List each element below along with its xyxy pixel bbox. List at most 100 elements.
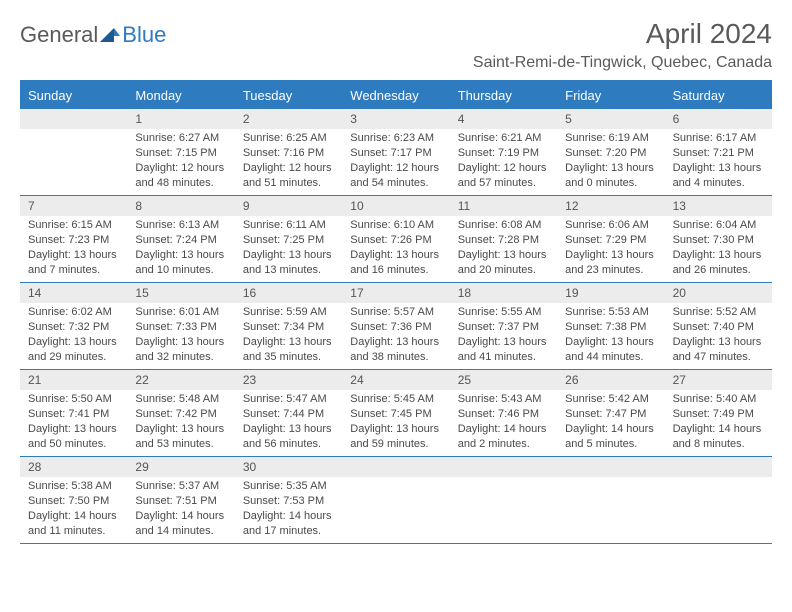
day-body: Sunrise: 6:13 AMSunset: 7:24 PMDaylight:… bbox=[127, 216, 234, 281]
day-header-sat: Saturday bbox=[665, 82, 772, 109]
day-cell: 17 Sunrise: 5:57 AMSunset: 7:36 PMDayligh… bbox=[342, 283, 449, 369]
day-number: 30 bbox=[235, 457, 342, 477]
daylight-text: Daylight: 13 hours and 41 minutes. bbox=[458, 335, 549, 365]
location-text: Saint-Remi-de-Tingwick, Quebec, Canada bbox=[473, 54, 772, 72]
sunrise-text: Sunrise: 5:43 AM bbox=[458, 392, 549, 407]
day-cell: 30Sunrise: 5:35 AMSunset: 7:53 PMDayligh… bbox=[235, 457, 342, 543]
day-number: 22 bbox=[127, 370, 234, 390]
sunset-text: Sunset: 7:17 PM bbox=[350, 146, 441, 161]
sunrise-text: Sunrise: 6:15 AM bbox=[28, 218, 119, 233]
sunrise-text: Sunrise: 6:25 AM bbox=[243, 131, 334, 146]
day-cell: 9Sunrise: 6:11 AMSunset: 7:25 PMDaylight… bbox=[235, 196, 342, 282]
sunset-text: Sunset: 7:30 PM bbox=[673, 233, 764, 248]
sunrise-text: Sunrise: 6:13 AM bbox=[135, 218, 226, 233]
sunrise-text: Sunrise: 5:35 AM bbox=[243, 479, 334, 494]
sunset-text: Sunset: 7:34 PM bbox=[243, 320, 334, 335]
sunrise-text: Sunrise: 5:57 AM bbox=[350, 305, 441, 320]
sunset-text: Sunset: 7:15 PM bbox=[135, 146, 226, 161]
day-cell: 26Sunrise: 5:42 AMSunset: 7:47 PMDayligh… bbox=[557, 370, 664, 456]
day-number: 18 bbox=[450, 283, 557, 303]
daylight-text: Daylight: 14 hours and 14 minutes. bbox=[135, 509, 226, 539]
day-number: 15 bbox=[127, 283, 234, 303]
calendar-page: General Blue April 2024 Saint-Remi-de-Ti… bbox=[0, 0, 792, 544]
daylight-text: Daylight: 13 hours and 26 minutes. bbox=[673, 248, 764, 278]
sunrise-text: Sunrise: 6:21 AM bbox=[458, 131, 549, 146]
day-cell: 21Sunrise: 5:50 AMSunset: 7:41 PMDayligh… bbox=[20, 370, 127, 456]
day-cell: 23Sunrise: 5:47 AMSunset: 7:44 PMDayligh… bbox=[235, 370, 342, 456]
day-body: Sunrise: 6:06 AMSunset: 7:29 PMDaylight:… bbox=[557, 216, 664, 281]
day-number: 28 bbox=[20, 457, 127, 477]
sunrise-text: Sunrise: 6:06 AM bbox=[565, 218, 656, 233]
sunrise-text: Sunrise: 5:40 AM bbox=[673, 392, 764, 407]
day-cell: 8Sunrise: 6:13 AMSunset: 7:24 PMDaylight… bbox=[127, 196, 234, 282]
day-body: Sunrise: 5:38 AMSunset: 7:50 PMDaylight:… bbox=[20, 477, 127, 542]
day-header-mon: Monday bbox=[127, 82, 234, 109]
sunrise-text: Sunrise: 5:47 AM bbox=[243, 392, 334, 407]
sunrise-text: Sunrise: 5:48 AM bbox=[135, 392, 226, 407]
sunset-text: Sunset: 7:50 PM bbox=[28, 494, 119, 509]
day-number: 4 bbox=[450, 109, 557, 129]
day-body: Sunrise: 5:35 AMSunset: 7:53 PMDaylight:… bbox=[235, 477, 342, 542]
weeks-container: 1Sunrise: 6:27 AMSunset: 7:15 PMDaylight… bbox=[20, 109, 772, 544]
day-cell bbox=[450, 457, 557, 543]
day-number-empty bbox=[665, 457, 772, 477]
day-body: Sunrise: 6:02 AMSunset: 7:32 PMDaylight:… bbox=[20, 303, 127, 368]
daylight-text: Daylight: 14 hours and 11 minutes. bbox=[28, 509, 119, 539]
day-cell: 10Sunrise: 6:10 AMSunset: 7:26 PMDayligh… bbox=[342, 196, 449, 282]
day-number: 17 bbox=[342, 283, 449, 303]
sunset-text: Sunset: 7:23 PM bbox=[28, 233, 119, 248]
day-number: 27 bbox=[665, 370, 772, 390]
sunset-text: Sunset: 7:36 PM bbox=[350, 320, 441, 335]
daylight-text: Daylight: 13 hours and 16 minutes. bbox=[350, 248, 441, 278]
sunset-text: Sunset: 7:41 PM bbox=[28, 407, 119, 422]
daylight-text: Daylight: 12 hours and 48 minutes. bbox=[135, 161, 226, 191]
day-cell: 7Sunrise: 6:15 AMSunset: 7:23 PMDaylight… bbox=[20, 196, 127, 282]
week-row: 1Sunrise: 6:27 AMSunset: 7:15 PMDaylight… bbox=[20, 109, 772, 196]
day-body: Sunrise: 5:47 AMSunset: 7:44 PMDaylight:… bbox=[235, 390, 342, 455]
day-cell: 11Sunrise: 6:08 AMSunset: 7:28 PMDayligh… bbox=[450, 196, 557, 282]
day-body: Sunrise: 5:48 AMSunset: 7:42 PMDaylight:… bbox=[127, 390, 234, 455]
daylight-text: Daylight: 12 hours and 51 minutes. bbox=[243, 161, 334, 191]
week-row: 21Sunrise: 5:50 AMSunset: 7:41 PMDayligh… bbox=[20, 370, 772, 457]
daylight-text: Daylight: 13 hours and 56 minutes. bbox=[243, 422, 334, 452]
sunrise-text: Sunrise: 6:27 AM bbox=[135, 131, 226, 146]
day-number: 14 bbox=[20, 283, 127, 303]
day-body: Sunrise: 6:10 AMSunset: 7:26 PMDaylight:… bbox=[342, 216, 449, 281]
sunrise-text: Sunrise: 5:55 AM bbox=[458, 305, 549, 320]
daylight-text: Daylight: 13 hours and 38 minutes. bbox=[350, 335, 441, 365]
month-title: April 2024 bbox=[473, 18, 772, 50]
sunrise-text: Sunrise: 6:04 AM bbox=[673, 218, 764, 233]
sunrise-text: Sunrise: 5:42 AM bbox=[565, 392, 656, 407]
daylight-text: Daylight: 14 hours and 5 minutes. bbox=[565, 422, 656, 452]
day-cell: 29Sunrise: 5:37 AMSunset: 7:51 PMDayligh… bbox=[127, 457, 234, 543]
sunset-text: Sunset: 7:45 PM bbox=[350, 407, 441, 422]
calendar: Sunday Monday Tuesday Wednesday Thursday… bbox=[20, 80, 772, 544]
sunset-text: Sunset: 7:24 PM bbox=[135, 233, 226, 248]
sunset-text: Sunset: 7:49 PM bbox=[673, 407, 764, 422]
sunrise-text: Sunrise: 6:23 AM bbox=[350, 131, 441, 146]
sunset-text: Sunset: 7:47 PM bbox=[565, 407, 656, 422]
day-number: 13 bbox=[665, 196, 772, 216]
day-body: Sunrise: 6:19 AMSunset: 7:20 PMDaylight:… bbox=[557, 129, 664, 194]
sunset-text: Sunset: 7:51 PM bbox=[135, 494, 226, 509]
day-header-thu: Thursday bbox=[450, 82, 557, 109]
day-body: Sunrise: 6:25 AMSunset: 7:16 PMDaylight:… bbox=[235, 129, 342, 194]
sunset-text: Sunset: 7:37 PM bbox=[458, 320, 549, 335]
sunset-text: Sunset: 7:44 PM bbox=[243, 407, 334, 422]
day-number: 21 bbox=[20, 370, 127, 390]
sunrise-text: Sunrise: 5:37 AM bbox=[135, 479, 226, 494]
daylight-text: Daylight: 13 hours and 47 minutes. bbox=[673, 335, 764, 365]
sunrise-text: Sunrise: 5:45 AM bbox=[350, 392, 441, 407]
sunset-text: Sunset: 7:42 PM bbox=[135, 407, 226, 422]
day-header-wed: Wednesday bbox=[342, 82, 449, 109]
day-cell: 14Sunrise: 6:02 AMSunset: 7:32 PMDayligh… bbox=[20, 283, 127, 369]
sunset-text: Sunset: 7:28 PM bbox=[458, 233, 549, 248]
day-body: Sunrise: 6:01 AMSunset: 7:33 PMDaylight:… bbox=[127, 303, 234, 368]
day-number: 3 bbox=[342, 109, 449, 129]
day-cell: 27Sunrise: 5:40 AMSunset: 7:49 PMDayligh… bbox=[665, 370, 772, 456]
day-header-sun: Sunday bbox=[20, 82, 127, 109]
day-body: Sunrise: 5:59 AMSunset: 7:34 PMDaylight:… bbox=[235, 303, 342, 368]
day-body: Sunrise: 5:50 AMSunset: 7:41 PMDaylight:… bbox=[20, 390, 127, 455]
day-cell: 15Sunrise: 6:01 AMSunset: 7:33 PMDayligh… bbox=[127, 283, 234, 369]
sunset-text: Sunset: 7:20 PM bbox=[565, 146, 656, 161]
